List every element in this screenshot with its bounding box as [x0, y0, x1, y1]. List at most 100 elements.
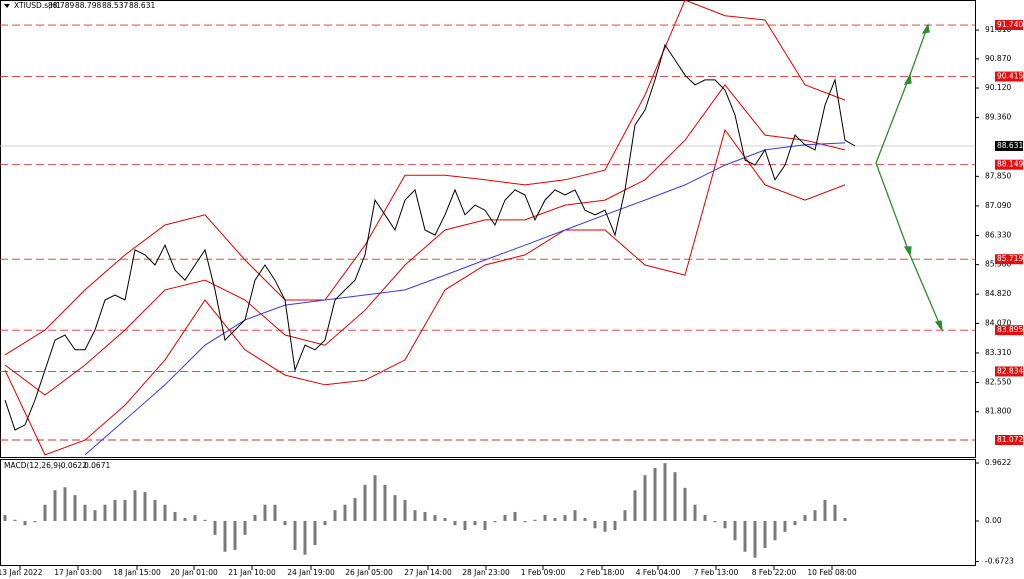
- x-tick-label: 8 Feb 22:00: [752, 568, 797, 577]
- macd-bar: [253, 514, 257, 521]
- current-price-label: 88.631: [997, 141, 1023, 150]
- macd-bar: [283, 520, 287, 526]
- macd-bar: [683, 487, 687, 521]
- macd-bar: [833, 504, 837, 521]
- indicator-line: [84, 142, 846, 456]
- y-tick-label: 0.00: [985, 516, 1002, 525]
- macd-bar: [363, 484, 367, 521]
- macd-bar: [243, 520, 247, 535]
- macd-bar: [293, 520, 297, 550]
- macd-bar: [353, 498, 357, 521]
- macd-bar: [643, 475, 647, 521]
- macd-bar: [693, 504, 697, 521]
- x-tick-label: 21 Jan 10:00: [228, 568, 276, 577]
- macd-bar: [603, 520, 607, 532]
- macd-bar: [83, 504, 87, 521]
- y-tick-label: 89.360: [985, 113, 1011, 122]
- macd-bar: [133, 490, 137, 521]
- x-tick-label: 1 Feb 09:00: [521, 568, 566, 577]
- level-label: 90.415: [997, 72, 1023, 81]
- macd-bar: [303, 520, 307, 555]
- x-tick-label: 18 Jan 15:00: [113, 568, 161, 577]
- level-tag: [995, 20, 1023, 31]
- ohlc-open: 88.789: [48, 1, 74, 10]
- y-tick-label: 0.9622: [985, 458, 1011, 467]
- macd-bar: [183, 517, 187, 521]
- ohlc-high: 88.798: [75, 1, 101, 10]
- macd-bar: [553, 517, 557, 521]
- macd-bar: [433, 514, 437, 521]
- macd-bar: [173, 511, 177, 521]
- macd-bar: [143, 492, 147, 521]
- symbol: XTIUSD.s,H1: [14, 1, 61, 10]
- macd-bar: [733, 520, 737, 541]
- arrow-head: [934, 320, 943, 333]
- level-tag: [995, 435, 1023, 446]
- macd-title: MACD(12,26,9): [4, 461, 61, 470]
- indicator-line: [4, 128, 846, 456]
- macd-bar: [573, 510, 577, 521]
- signal-value: 0.0671: [84, 461, 110, 470]
- level-tag: [995, 366, 1023, 377]
- macd-bar: [193, 514, 197, 521]
- macd-bar: [223, 520, 227, 552]
- macd-value: -0.0622: [58, 461, 87, 470]
- x-tick-label: 27 Jan 14:00: [404, 568, 452, 577]
- macd-bar: [843, 517, 847, 521]
- macd-bar: [333, 510, 337, 521]
- y-tick-label: 82.550: [985, 378, 1011, 387]
- projection-arrows: [875, 23, 943, 333]
- macd-bar: [633, 490, 637, 521]
- level-tag: [995, 325, 1023, 336]
- macd-bar: [583, 517, 587, 521]
- macd-bar: [653, 467, 657, 521]
- y-tick-label: 90.870: [985, 54, 1011, 63]
- macd-bar: [43, 504, 47, 521]
- macd-bar: [393, 495, 397, 521]
- macd-bar: [763, 520, 767, 549]
- level-label: 83.895: [997, 325, 1023, 334]
- macd-bar: [613, 520, 617, 531]
- macd-bar: [163, 504, 167, 521]
- ohlc-low: 88.537: [102, 1, 128, 10]
- level-label: 82.834: [997, 366, 1023, 375]
- macd-bar: [803, 514, 807, 521]
- macd-bar: [403, 499, 407, 521]
- macd-bar: [793, 520, 797, 526]
- current-price-tag: [995, 140, 1023, 151]
- macd-bar: [373, 475, 377, 521]
- macd-bar: [473, 520, 477, 526]
- macd-bar: [113, 499, 117, 521]
- macd-bar: [513, 511, 517, 521]
- arrow-head: [903, 72, 912, 85]
- macd-bar: [453, 520, 457, 526]
- macd-bar: [493, 520, 497, 523]
- macd-bar: [753, 520, 757, 558]
- macd-bar: [273, 504, 277, 521]
- x-tick-label: 7 Feb 13:00: [694, 568, 739, 577]
- macd-bar: [743, 520, 747, 552]
- y-tick-label: 81.800: [985, 407, 1011, 416]
- price-panel: [0, 0, 976, 458]
- level-label: 88.149: [997, 160, 1023, 169]
- y-tick-label: 84.820: [985, 289, 1011, 298]
- price-line: [4, 43, 856, 431]
- macd-bar: [313, 520, 317, 546]
- level-label: 81.072: [997, 435, 1023, 444]
- x-tick-label: 13 Jan 2022: [0, 568, 43, 577]
- indicator-line: [4, 0, 846, 356]
- ohlc-close: 88.631: [129, 1, 155, 10]
- x-tick-label: 24 Jan 19:00: [287, 568, 335, 577]
- menu-icon[interactable]: [4, 4, 10, 8]
- x-tick-label: 10 Feb 08:00: [807, 568, 856, 577]
- y-tick-label: -0.6723: [985, 557, 1014, 566]
- macd-bar: [3, 514, 7, 521]
- macd-bar: [213, 520, 217, 535]
- macd-bar: [813, 510, 817, 521]
- macd-bar: [103, 504, 107, 521]
- macd-bar: [13, 519, 17, 521]
- macd-bar: [63, 487, 67, 521]
- y-tick-label: 86.330: [985, 230, 1011, 239]
